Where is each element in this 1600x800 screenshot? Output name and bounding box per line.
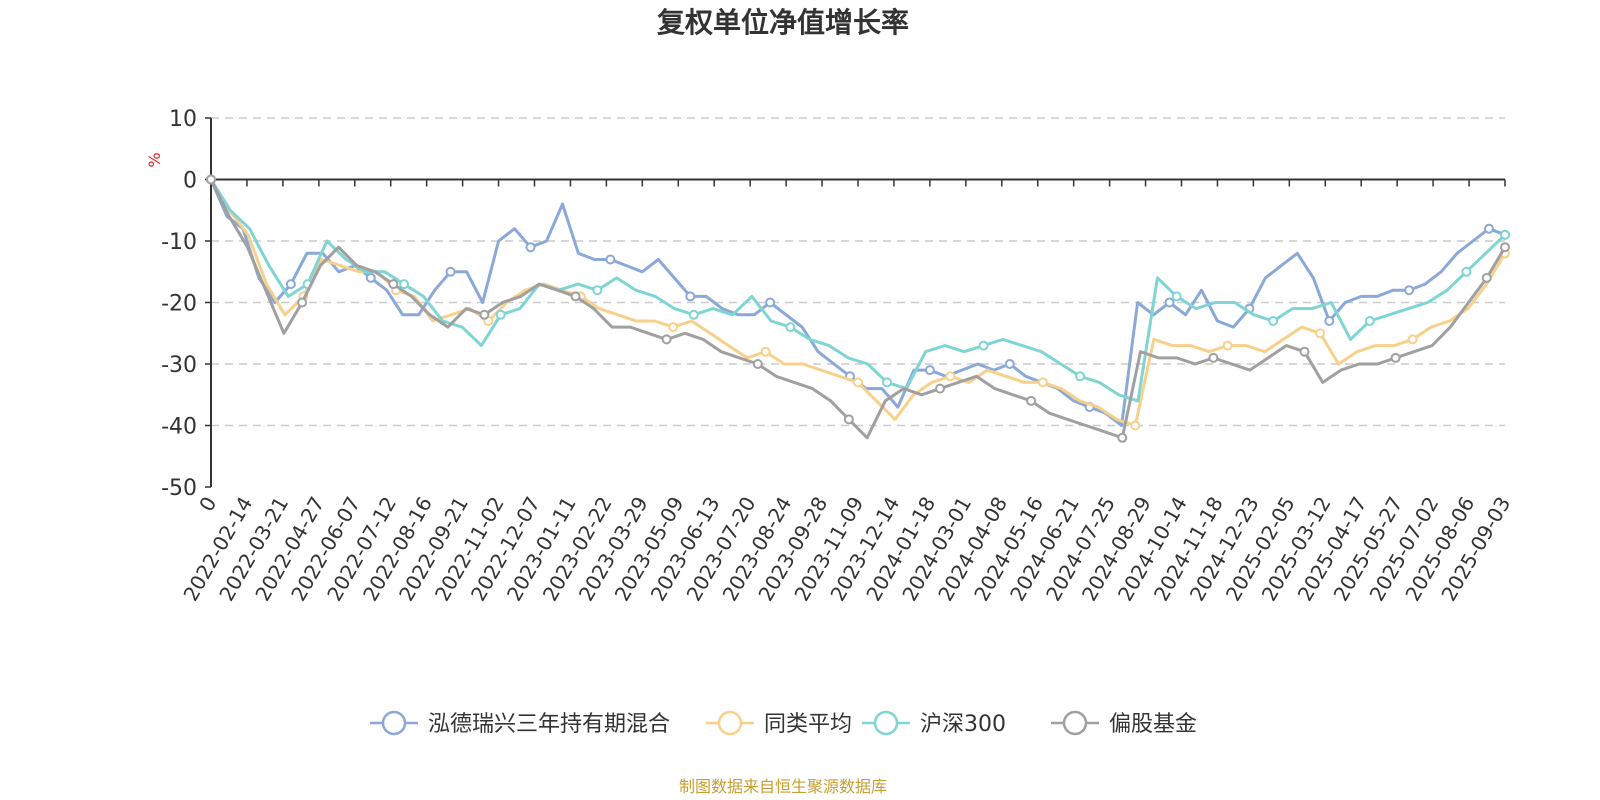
series-2-point bbox=[1268, 316, 1279, 326]
series-0-point bbox=[1324, 316, 1335, 326]
series-3-point bbox=[1299, 346, 1310, 357]
series-1-point bbox=[668, 322, 679, 333]
series-3-point bbox=[570, 291, 581, 302]
y-tick-label: 10 bbox=[169, 107, 197, 132]
series-3-point bbox=[206, 174, 216, 185]
legend-marker-icon bbox=[381, 710, 407, 736]
series-2-point bbox=[688, 309, 699, 320]
series-0-point bbox=[285, 279, 296, 290]
legend-item-0[interactable]: 泓德瑞兴三年持有期混合 bbox=[370, 710, 670, 737]
series-2-point bbox=[1500, 229, 1510, 240]
series-1-point bbox=[760, 346, 771, 357]
series-3-point bbox=[935, 383, 945, 394]
legend-label: 偏股基金 bbox=[1109, 712, 1197, 737]
series-0-point bbox=[685, 291, 696, 302]
series-0-point bbox=[605, 254, 616, 265]
series-3-point bbox=[388, 279, 399, 290]
series-1-point bbox=[1315, 328, 1326, 339]
series-2-point bbox=[882, 377, 892, 388]
series-2-point bbox=[1171, 291, 1182, 302]
y-tick-label: -10 bbox=[161, 230, 197, 255]
series-3-point bbox=[843, 414, 854, 425]
legend-marker-icon bbox=[717, 710, 743, 736]
series-3-point bbox=[1026, 395, 1037, 406]
legend-label: 同类平均 bbox=[764, 712, 852, 737]
series-2-point bbox=[592, 285, 603, 296]
series-3-point bbox=[1500, 242, 1510, 253]
series-2-point bbox=[1075, 371, 1086, 382]
series-1-point bbox=[1130, 420, 1141, 431]
series-1-point bbox=[1407, 334, 1418, 345]
series-3-point bbox=[297, 297, 308, 308]
series-line-2 bbox=[209, 178, 1507, 403]
series-2-point bbox=[495, 309, 506, 320]
series-2-point bbox=[399, 279, 410, 290]
series-0-point bbox=[365, 272, 376, 283]
legend-marker-icon bbox=[1062, 710, 1088, 736]
series-3-point bbox=[1481, 272, 1492, 283]
series-3-point bbox=[1117, 432, 1128, 443]
series-2-point bbox=[978, 340, 989, 351]
y-tick-label: -40 bbox=[161, 415, 197, 440]
chart-title: 复权单位净值增长率 bbox=[657, 6, 909, 39]
legend[interactable]: 泓德瑞兴三年持有期混合 同类平均 沪深300 偏股基金 bbox=[370, 710, 1197, 737]
legend-label: 泓德瑞兴三年持有期混合 bbox=[428, 712, 670, 737]
series-2-point bbox=[785, 322, 796, 333]
series-0-point bbox=[525, 242, 536, 253]
legend-marker-icon bbox=[873, 710, 899, 736]
series-0-point bbox=[1484, 223, 1494, 234]
legend-item-1[interactable]: 同类平均 bbox=[706, 710, 852, 737]
series-0-point bbox=[1004, 359, 1015, 369]
x-tick-label: 0 bbox=[194, 493, 221, 516]
series-3-point bbox=[1208, 352, 1219, 363]
legend-item-2[interactable]: 沪深300 bbox=[862, 710, 1006, 737]
series-line-3 bbox=[209, 178, 1507, 440]
series-0-point bbox=[1164, 297, 1175, 308]
series-0-point bbox=[1404, 285, 1415, 296]
series-1-point bbox=[1037, 377, 1048, 388]
y-axis-unit: % bbox=[145, 152, 164, 167]
series-3-point bbox=[479, 309, 490, 320]
series-1-point bbox=[945, 371, 956, 382]
y-tick-label: -30 bbox=[161, 353, 197, 378]
legend-label: 沪深300 bbox=[920, 712, 1006, 737]
y-tick-label: -50 bbox=[161, 476, 197, 501]
series-1-point bbox=[1222, 340, 1233, 351]
series-2-point bbox=[1364, 316, 1375, 326]
series-2-point bbox=[1461, 266, 1472, 277]
series-0-point bbox=[445, 266, 456, 277]
series-3-point bbox=[752, 359, 763, 369]
y-tick-label: -20 bbox=[161, 292, 197, 317]
y-tick-label: 0 bbox=[183, 169, 197, 194]
series-0-point bbox=[765, 297, 776, 308]
axes: 100-10-20-30-40-5002022-02-142022-03-212… bbox=[161, 107, 1515, 605]
source-note: 制图数据来自恒生聚源数据库 bbox=[679, 777, 887, 796]
series-3-point bbox=[661, 334, 672, 345]
series-1-point bbox=[853, 377, 863, 388]
legend-item-3[interactable]: 偏股基金 bbox=[1051, 710, 1197, 737]
series-lines bbox=[206, 174, 1510, 443]
series-0-point bbox=[924, 365, 935, 376]
series-3-point bbox=[1390, 352, 1401, 363]
